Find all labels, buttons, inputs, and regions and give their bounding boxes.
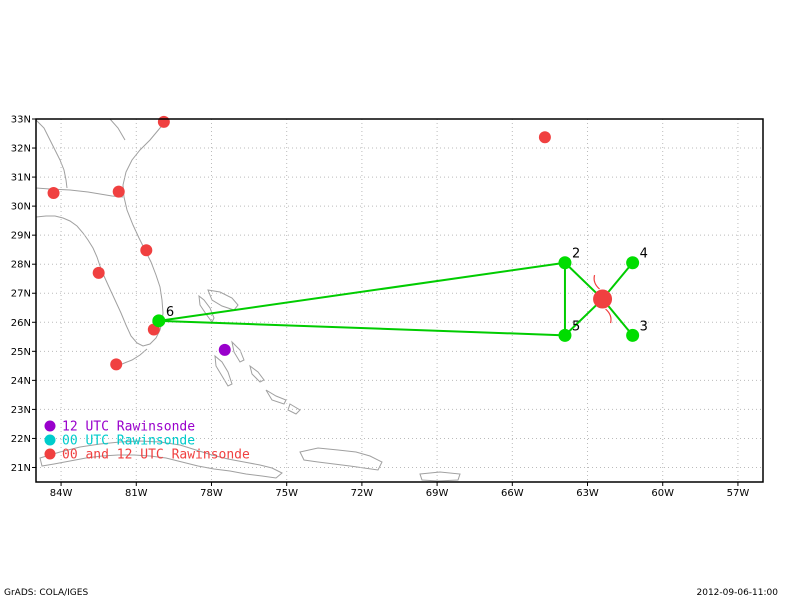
x-tick-label: 75W xyxy=(275,488,298,499)
waypoint-label: 3 xyxy=(640,319,648,334)
y-tick-label: 31N xyxy=(11,173,31,184)
x-tick-label: 84W xyxy=(50,488,73,499)
station-marker xyxy=(112,185,125,198)
y-tick-label: 24N xyxy=(11,376,31,387)
y-tick-label: 32N xyxy=(11,144,31,155)
legend-marker xyxy=(44,434,56,446)
waypoint-marker xyxy=(152,314,166,328)
waypoint-label: 2 xyxy=(572,247,580,262)
y-tick-label: 30N xyxy=(11,202,31,213)
station-marker xyxy=(218,343,231,356)
storm-arm xyxy=(605,308,612,324)
footer-credit: GrADS: COLA/IGES xyxy=(4,588,89,598)
station-marker xyxy=(47,187,60,200)
waypoint-label: 5 xyxy=(572,319,580,334)
station-marker xyxy=(110,358,123,371)
legend-marker xyxy=(44,420,56,432)
x-tick-label: 60W xyxy=(651,488,674,499)
graticule xyxy=(36,118,763,482)
x-tick-label: 66W xyxy=(501,488,524,499)
station-marker xyxy=(538,131,551,144)
track-waypoints: 6 2 4 3 5 xyxy=(152,247,648,342)
y-tick-label: 23N xyxy=(11,405,31,416)
x-tick-label: 72W xyxy=(351,488,374,499)
coastline xyxy=(36,119,461,482)
station-marker xyxy=(92,266,105,279)
storm-symbol xyxy=(593,274,613,324)
waypoint-marker xyxy=(626,256,640,270)
waypoint-marker xyxy=(626,328,640,342)
y-tick-label: 29N xyxy=(11,231,31,242)
y-tick-label: 22N xyxy=(11,434,31,445)
waypoint-marker xyxy=(558,328,572,342)
x-tick-label: 63W xyxy=(576,488,599,499)
legend-marker xyxy=(44,448,56,460)
storm-arm xyxy=(593,274,600,290)
flight-track xyxy=(158,261,566,337)
x-tick-label: 81W xyxy=(125,488,148,499)
waypoint-label: 4 xyxy=(640,247,648,262)
y-tick-label: 25N xyxy=(11,347,31,358)
y-tick-label: 27N xyxy=(11,289,31,300)
legend-label: 12 UTC Rawinsonde xyxy=(62,420,195,435)
map-frame xyxy=(35,118,764,483)
storm-center xyxy=(593,289,613,309)
footer-timestamp: 2012-09-06-11:00 xyxy=(696,588,779,598)
x-tick-label: 78W xyxy=(200,488,223,499)
x-tick-label: 69W xyxy=(426,488,449,499)
station-marker xyxy=(157,115,170,128)
y-tick-label: 26N xyxy=(11,318,31,329)
y-tick-label: 28N xyxy=(11,260,31,271)
track-segment xyxy=(158,261,566,322)
y-tick-label: 33N xyxy=(11,115,31,126)
axis-ticks: 84W 81W 78W 75W 72W 69W 66W 63W 60W 57W 21N 22N 23N 2… xyxy=(11,115,750,500)
legend-label: 00 and 12 UTC Rawinsonde xyxy=(62,448,250,463)
waypoint-label: 6 xyxy=(166,305,174,320)
y-tick-label: 21N xyxy=(11,463,31,474)
x-tick-label: 57W xyxy=(727,488,750,499)
waypoint-marker xyxy=(558,256,572,270)
track-segment xyxy=(158,319,565,337)
legend-label: 00 UTC Rawinsonde xyxy=(62,434,195,449)
station-marker xyxy=(140,244,153,257)
